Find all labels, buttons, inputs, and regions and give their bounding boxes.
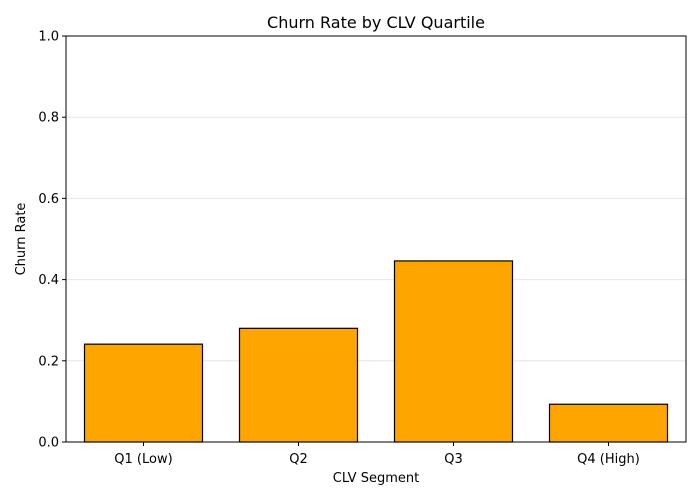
- bar: [83, 343, 204, 443]
- y-tick-label: 0.8: [38, 111, 59, 126]
- bar: [393, 260, 514, 443]
- chart-title: Churn Rate by CLV Quartile: [267, 13, 485, 32]
- y-tick-label: 0.4: [38, 273, 59, 288]
- x-axis-title: CLV Segment: [333, 471, 419, 486]
- plot-frame: [65, 35, 687, 443]
- bar: [238, 327, 359, 443]
- x-tick-label: Q2: [289, 452, 308, 467]
- x-axis-ticks: Q1 (Low) Q2 Q3 Q4 (High): [114, 442, 640, 467]
- y-axis-ticks: 0.0 0.2 0.4 0.6 0.8 1.0: [38, 30, 66, 451]
- y-tick-label: 1.0: [38, 30, 59, 45]
- x-tick-label: Q3: [444, 452, 463, 467]
- bar: [548, 403, 669, 443]
- x-tick-label: Q1 (Low): [114, 452, 172, 467]
- axes: [65, 35, 687, 443]
- y-tick-label: 0.0: [38, 436, 59, 451]
- bars: [83, 260, 669, 443]
- y-tick-label: 0.6: [38, 192, 59, 207]
- y-tick-label: 0.2: [38, 354, 59, 369]
- x-tick-label: Q4 (High): [577, 452, 640, 467]
- y-axis-title: Churn Rate: [14, 203, 29, 276]
